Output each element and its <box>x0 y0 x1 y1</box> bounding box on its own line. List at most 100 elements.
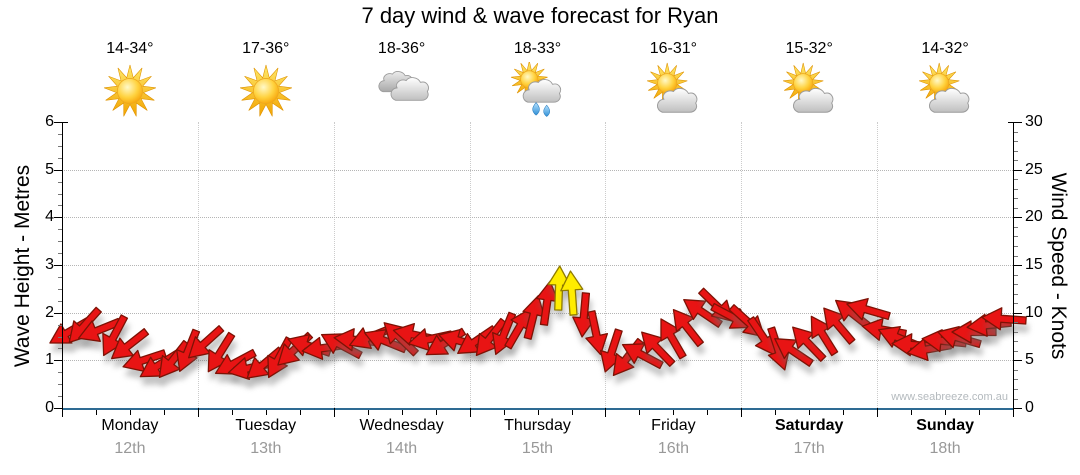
right-axis-minor-tick <box>1014 379 1018 381</box>
left-axis-minor-tick <box>58 336 62 338</box>
right-axis-tick-label: 30 <box>1025 113 1043 130</box>
left-axis-minor-tick <box>58 181 62 183</box>
left-axis-minor-tick <box>58 396 62 398</box>
sunny-icon <box>237 62 295 125</box>
left-axis-tick-label: 1 <box>45 351 54 369</box>
day-temp: 16-31° <box>649 40 698 57</box>
right-axis-tick <box>1014 312 1022 314</box>
day-date: 18th <box>929 440 961 457</box>
bottom-axis-tick <box>877 408 879 417</box>
right-axis-tick-label: 10 <box>1025 303 1043 321</box>
bottom-axis-minor-tick <box>367 410 369 415</box>
bottom-axis <box>62 408 1014 410</box>
day-temp: 18-33° <box>513 40 562 57</box>
partly-cloudy-icon <box>780 62 838 125</box>
bottom-axis-minor-tick <box>163 410 165 415</box>
right-axis-minor-tick <box>1014 274 1018 276</box>
left-axis-tick-label: 3 <box>45 256 54 273</box>
right-axis-minor-tick <box>1014 284 1018 286</box>
day-name: Tuesday <box>235 417 297 434</box>
day-date: 17th <box>793 440 825 457</box>
left-axis-minor-tick <box>58 253 62 255</box>
right-axis-minor-tick <box>1014 188 1018 190</box>
wind-arrow <box>769 337 817 367</box>
right-axis-tick <box>1014 122 1022 123</box>
right-axis-tick <box>1014 169 1022 171</box>
bottom-axis-minor-tick <box>571 410 573 415</box>
bottom-axis-minor-tick <box>96 410 97 415</box>
day-temp: 18-36° <box>377 40 426 57</box>
left-axis-tick-label: 6 <box>45 113 54 130</box>
wind-arrow <box>509 295 557 341</box>
left-axis-minor-tick <box>58 324 62 326</box>
wind-arrow <box>240 346 288 379</box>
bottom-axis-minor-tick <box>231 410 233 415</box>
chart-title: 7 day wind & wave forecast for Ryan <box>361 3 719 28</box>
day-name: Saturday <box>774 417 844 434</box>
wind-arrow <box>480 311 528 355</box>
right-axis-minor-tick <box>1014 150 1018 152</box>
right-axis-tick-label: 25 <box>1025 160 1043 178</box>
right-axis-minor-tick <box>1014 131 1018 133</box>
right-axis-tick-label: 20 <box>1025 208 1043 226</box>
sun-shower-icon <box>509 60 567 125</box>
day-name: Monday <box>101 417 159 434</box>
bottom-axis-minor-tick <box>435 410 437 415</box>
wind-arrow <box>648 318 696 360</box>
right-axis-tick-label: 0 <box>1025 399 1034 416</box>
bottom-axis-tick <box>333 408 335 417</box>
bottom-axis-tick <box>469 408 471 417</box>
wind-arrow <box>633 331 681 367</box>
sunny-icon <box>101 62 159 125</box>
left-axis-minor-tick <box>58 145 62 147</box>
left-axis-minor-tick <box>58 193 62 195</box>
day-temp: 14-32° <box>921 40 969 57</box>
partly-cloudy-icon <box>916 62 974 125</box>
wind-arrow <box>149 340 197 379</box>
bottom-axis-minor-tick <box>775 410 777 415</box>
bottom-axis-minor-tick <box>129 410 131 415</box>
wind-arrow <box>75 317 123 343</box>
bottom-axis-minor-tick <box>945 410 947 415</box>
right-axis-minor-tick <box>1014 303 1018 305</box>
partly-cloudy-icon <box>644 62 702 125</box>
right-axis-minor-tick <box>1014 179 1018 181</box>
left-axis-minor-tick <box>58 241 62 243</box>
wind-arrow <box>466 317 514 356</box>
right-axis-tick <box>1014 217 1022 219</box>
wind-arrow <box>663 309 711 348</box>
bottom-axis-minor-tick <box>299 410 301 415</box>
left-axis-minor-tick <box>58 229 62 231</box>
right-axis-minor-tick <box>1014 341 1018 343</box>
wind-arrow <box>452 325 500 355</box>
left-axis-tick <box>54 122 62 123</box>
wind-arrow <box>560 291 608 338</box>
bottom-axis-minor-tick <box>843 410 845 415</box>
wind-arrow <box>181 325 229 359</box>
left-axis-tick <box>54 312 62 314</box>
wind-arrow <box>548 269 596 316</box>
day-date: 12th <box>114 440 146 457</box>
bottom-axis-tick <box>1013 408 1014 417</box>
day-name: Sunday <box>916 417 974 434</box>
day-name: Thursday <box>504 417 571 434</box>
right-axis-minor-tick <box>1014 255 1018 257</box>
bottom-axis-tick <box>605 408 607 417</box>
right-axis-minor-tick <box>1014 198 1018 200</box>
wind-arrow <box>678 298 726 328</box>
right-axis-tick-label: 15 <box>1025 256 1043 273</box>
right-axis-minor-tick <box>1014 141 1018 143</box>
bottom-axis-minor-tick <box>537 410 539 415</box>
wind-arrow <box>799 315 847 356</box>
right-axis-tick <box>1014 265 1022 266</box>
bottom-axis-minor-tick <box>707 410 709 415</box>
wind-arrow <box>196 331 244 372</box>
left-axis-tick <box>54 360 62 362</box>
right-axis-minor-tick <box>1014 293 1018 295</box>
left-axis-tick <box>54 217 62 219</box>
bottom-axis-minor-tick <box>401 410 403 415</box>
bottom-axis-tick <box>62 408 63 417</box>
wind-arrow <box>535 265 583 311</box>
day-name: Friday <box>651 417 696 434</box>
